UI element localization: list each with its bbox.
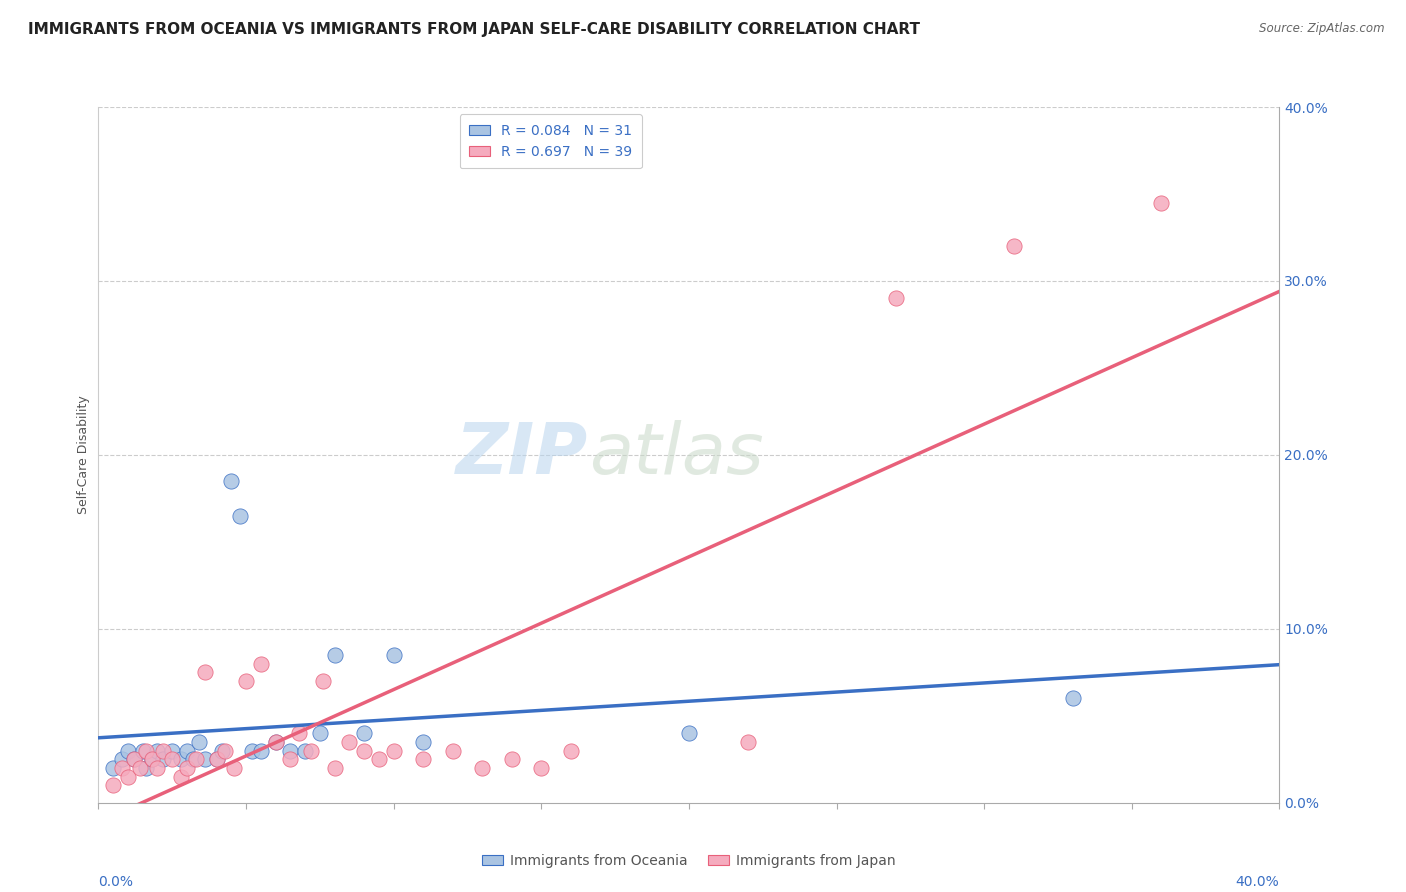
Point xyxy=(229,508,252,523)
Point xyxy=(678,726,700,740)
Text: 40.0%: 40.0% xyxy=(1236,875,1279,889)
Point xyxy=(224,761,246,775)
Point xyxy=(194,752,217,766)
Point xyxy=(146,744,169,758)
Point xyxy=(122,752,145,766)
Point xyxy=(162,744,183,758)
Point xyxy=(122,752,145,766)
Point xyxy=(294,744,316,758)
Point xyxy=(194,665,217,680)
Point xyxy=(382,648,405,662)
Point xyxy=(264,735,287,749)
Point xyxy=(162,752,183,766)
Point xyxy=(323,761,346,775)
Text: atlas: atlas xyxy=(589,420,763,490)
Point xyxy=(353,744,375,758)
Y-axis label: Self-Care Disability: Self-Care Disability xyxy=(77,395,90,515)
Point xyxy=(205,752,228,766)
Point xyxy=(1002,239,1025,253)
Text: ZIP: ZIP xyxy=(457,420,589,490)
Point xyxy=(176,761,198,775)
Point xyxy=(323,648,346,662)
Point xyxy=(412,735,434,749)
Point xyxy=(530,761,553,775)
Point xyxy=(170,752,193,766)
Point xyxy=(176,744,198,758)
Point xyxy=(299,744,322,758)
Point xyxy=(181,752,204,766)
Point xyxy=(501,752,523,766)
Point xyxy=(1062,691,1084,706)
Point xyxy=(184,752,207,766)
Point xyxy=(152,752,174,766)
Point xyxy=(288,726,311,740)
Point xyxy=(117,770,139,784)
Point xyxy=(471,761,494,775)
Point xyxy=(219,474,242,488)
Point xyxy=(560,744,582,758)
Text: IMMIGRANTS FROM OCEANIA VS IMMIGRANTS FROM JAPAN SELF-CARE DISABILITY CORRELATIO: IMMIGRANTS FROM OCEANIA VS IMMIGRANTS FR… xyxy=(28,22,920,37)
Point xyxy=(278,752,302,766)
Point xyxy=(103,778,125,792)
Point xyxy=(111,752,134,766)
Point xyxy=(135,761,157,775)
Point xyxy=(250,657,273,671)
Point xyxy=(170,770,193,784)
Point xyxy=(103,761,125,775)
Point xyxy=(737,735,759,749)
Text: 0.0%: 0.0% xyxy=(98,875,134,889)
Point xyxy=(1150,195,1173,210)
Point xyxy=(441,744,464,758)
Point xyxy=(214,744,236,758)
Point xyxy=(146,761,169,775)
Point xyxy=(205,752,228,766)
Point xyxy=(141,752,163,766)
Point xyxy=(187,735,209,749)
Point xyxy=(337,735,360,749)
Point xyxy=(368,752,391,766)
Point xyxy=(132,744,155,758)
Point xyxy=(117,744,139,758)
Text: Source: ZipAtlas.com: Source: ZipAtlas.com xyxy=(1260,22,1385,36)
Point xyxy=(309,726,332,740)
Point xyxy=(412,752,434,766)
Point xyxy=(152,744,174,758)
Point xyxy=(235,674,257,689)
Point xyxy=(111,761,134,775)
Point xyxy=(353,726,375,740)
Point xyxy=(211,744,233,758)
Point xyxy=(240,744,263,758)
Point xyxy=(135,744,157,758)
Point xyxy=(382,744,405,758)
Legend: Immigrants from Oceania, Immigrants from Japan: Immigrants from Oceania, Immigrants from… xyxy=(477,848,901,873)
Point xyxy=(264,735,287,749)
Point xyxy=(250,744,273,758)
Point xyxy=(128,761,150,775)
Point xyxy=(312,674,335,689)
Point xyxy=(884,291,907,305)
Point xyxy=(141,752,163,766)
Point xyxy=(278,744,302,758)
